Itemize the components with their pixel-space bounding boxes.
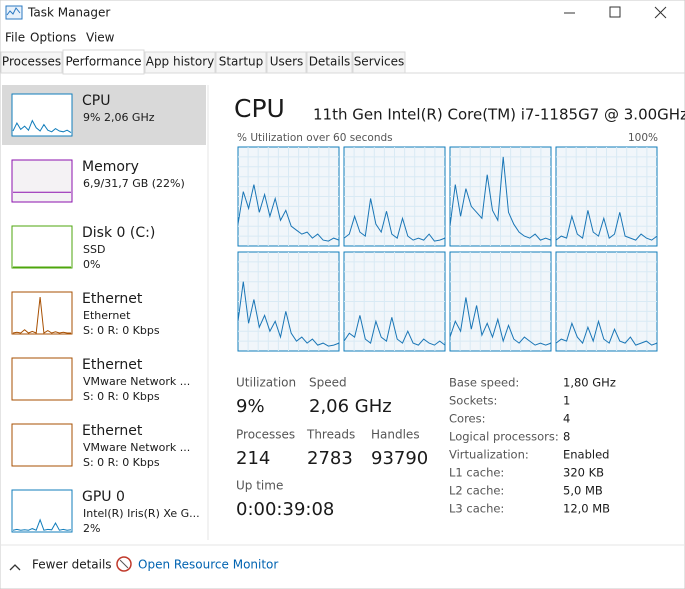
spec-value: 5,0 MB (563, 484, 603, 498)
stat-label: Processes (236, 428, 295, 442)
spec-value: 1 (563, 394, 570, 408)
tab[interactable] (266, 51, 307, 74)
stat-label: Speed (309, 376, 347, 390)
graph-label: % Utilization over 60 seconds (237, 132, 393, 144)
core-graph-line (343, 198, 446, 242)
cpu-model: 11th Gen Intel(R) Core(TM) i7-1185G7 @ 3… (313, 106, 685, 124)
spec-value: 1,80 GHz (563, 376, 616, 390)
core-graph-line (449, 297, 552, 346)
window-title: Task Manager (27, 6, 110, 20)
tab-label[interactable]: Performance (65, 55, 141, 69)
resource-monitor-icon-needle[interactable] (119, 559, 129, 569)
sidebar-graph (12, 518, 72, 531)
tab[interactable] (352, 51, 406, 74)
sidebar-graph (12, 119, 72, 134)
tab[interactable] (144, 51, 216, 74)
sidebar-name[interactable]: Ethernet (82, 357, 143, 373)
spec-label: L1 cache: (449, 466, 504, 480)
tab[interactable] (306, 51, 353, 74)
menu-item[interactable]: Options (30, 31, 76, 45)
close-button[interactable] (654, 6, 667, 19)
menu-item[interactable]: File (5, 31, 25, 45)
sidebar-thumb[interactable] (11, 423, 73, 467)
sidebar-name[interactable]: CPU (82, 93, 110, 109)
stat-value: 9% (236, 396, 265, 417)
stat-label: Up time (236, 479, 283, 493)
sidebar-name[interactable]: Memory (82, 159, 139, 175)
sidebar-detail[interactable]: S: 0 R: 0 Kbps (83, 390, 160, 403)
stat-label: Handles (371, 428, 420, 442)
stat-value: 93790 (371, 448, 428, 469)
sidebar-detail[interactable]: S: 0 R: 0 Kbps (83, 456, 160, 469)
maximize-button[interactable] (609, 6, 621, 18)
app-icon-line (6, 7, 21, 16)
tab-label[interactable]: Processes (2, 55, 61, 69)
core-graph-line (237, 281, 340, 347)
tab-label[interactable]: Details (309, 55, 351, 69)
stat-value: 214 (236, 448, 270, 469)
sidebar-detail[interactable]: 9% 2,06 GHz (83, 111, 155, 124)
spec-value: 320 KB (563, 466, 604, 480)
sidebar-detail[interactable]: S: 0 R: 0 Kbps (83, 324, 160, 337)
spec-label: L2 cache: (449, 484, 504, 498)
tab-selected[interactable] (62, 49, 145, 75)
spec-value: 8 (563, 430, 570, 444)
spec-label: Sockets: (449, 394, 497, 408)
tab[interactable] (0, 51, 63, 74)
spec-label: Cores: (449, 412, 485, 426)
tab-label[interactable]: Users (270, 55, 304, 69)
spec-value: 12,0 MB (563, 502, 610, 516)
spec-label: L3 cache: (449, 502, 504, 516)
sidebar-detail[interactable]: Ethernet (83, 309, 131, 322)
stat-value: 2,06 GHz (309, 396, 392, 417)
core-graph-line (237, 184, 340, 242)
tab-label[interactable]: Services (354, 55, 405, 69)
sidebar-name[interactable]: Disk 0 (C:) (82, 225, 155, 241)
resource-monitor-link[interactable]: Open Resource Monitor (138, 558, 278, 572)
stat-value: 2783 (307, 448, 353, 469)
core-graph-line (555, 319, 658, 346)
spec-label: Logical processors: (449, 430, 559, 444)
sidebar-name[interactable]: GPU 0 (82, 489, 125, 505)
sidebar-thumb[interactable] (11, 225, 73, 269)
spec-label: Base speed: (449, 376, 519, 390)
fewer-details-icon[interactable] (9, 564, 21, 571)
tab-label[interactable]: Startup (219, 55, 264, 69)
stat-label: Utilization (236, 376, 296, 390)
sidebar-name[interactable]: Ethernet (82, 423, 143, 439)
main-title: CPU (234, 94, 285, 123)
sidebar-detail[interactable]: VMware Network ... (83, 441, 190, 454)
sidebar-graph (12, 296, 71, 334)
sidebar-thumb[interactable] (11, 357, 73, 401)
sidebar-thumb[interactable] (11, 93, 73, 137)
core-graph-line (555, 210, 658, 241)
tab[interactable] (215, 51, 267, 74)
resource-monitor-icon[interactable] (116, 556, 132, 572)
fewer-details[interactable]: Fewer details (32, 558, 112, 572)
core-graph-line (449, 156, 552, 241)
spec-value: Enabled (563, 448, 609, 462)
sidebar-detail[interactable]: 0% (83, 258, 100, 271)
stat-label: Threads (306, 428, 355, 442)
graph-max: 100% (628, 132, 658, 144)
sidebar-detail[interactable]: VMware Network ... (83, 375, 190, 388)
sidebar-thumb[interactable] (11, 159, 73, 203)
sidebar-name[interactable]: Ethernet (82, 291, 143, 307)
sidebar-detail[interactable]: SSD (83, 243, 105, 256)
sidebar-detail[interactable]: 6,9/31,7 GB (22%) (83, 177, 185, 190)
spec-value: 4 (563, 412, 570, 426)
spec-label: Virtualization: (449, 448, 529, 462)
menu-item[interactable]: View (86, 31, 115, 45)
core-graph-line (343, 315, 446, 346)
sidebar-detail[interactable]: 2% (83, 522, 100, 535)
stat-value: 0:00:39:08 (236, 499, 334, 520)
sidebar-detail[interactable]: Intel(R) Iris(R) Xe G... (83, 507, 200, 520)
tab-label[interactable]: App history (146, 55, 215, 69)
